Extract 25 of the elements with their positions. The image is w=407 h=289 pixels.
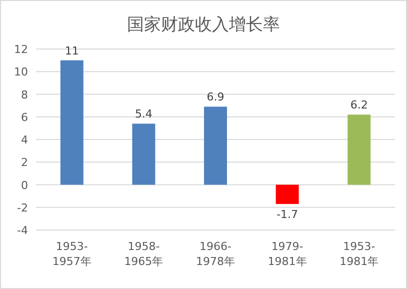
y-tick-label: -2 (17, 201, 28, 214)
y-tick-label: 12 (14, 43, 28, 56)
y-tick-label: -4 (17, 224, 28, 237)
y-tick-label: 2 (21, 156, 28, 170)
x-tick-label: 1979- 1981年 (268, 240, 307, 268)
bar (132, 124, 156, 185)
data-label: 5.4 (134, 108, 152, 121)
data-label: 6.2 (350, 98, 368, 112)
y-tick-label: 6 (21, 110, 28, 124)
y-tick-label: 8 (21, 88, 28, 102)
bar (204, 106, 227, 185)
x-tick-label: 1953- 1981年 (340, 240, 379, 268)
bar (60, 60, 84, 185)
x-tick-label: 1966- 1978年 (196, 240, 235, 268)
x-tick-label: 1953- 1957年 (52, 240, 92, 268)
chart-title: 国家财政收入增长率 (127, 15, 280, 35)
y-tick-label: 4 (21, 134, 28, 146)
data-label: 6.9 (206, 90, 224, 104)
x-tick-label: 1958- 1965年 (124, 240, 164, 268)
data-label: 11 (64, 44, 79, 58)
y-tick-label: 10 (14, 66, 28, 79)
bar (276, 184, 299, 204)
bar (348, 114, 371, 185)
data-label: -1.7 (276, 208, 298, 221)
y-tick-label: 0 (21, 178, 28, 192)
